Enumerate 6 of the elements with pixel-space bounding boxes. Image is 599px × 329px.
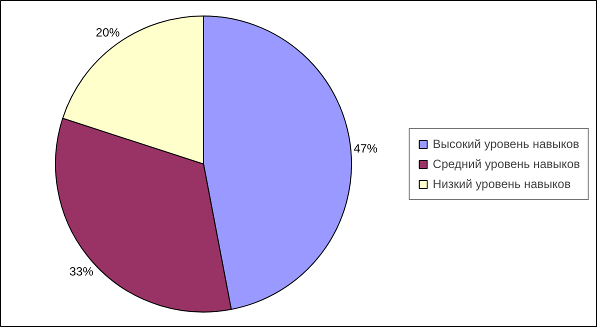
data-label: 33% [69, 264, 94, 279]
legend-label: Низкий уровень навыков [432, 176, 571, 190]
legend-label: Высокий уровень навыков [432, 136, 580, 150]
data-label: 20% [96, 25, 120, 40]
data-label: 47% [354, 142, 378, 156]
legend-label: Средний уровень навыков [432, 156, 580, 170]
